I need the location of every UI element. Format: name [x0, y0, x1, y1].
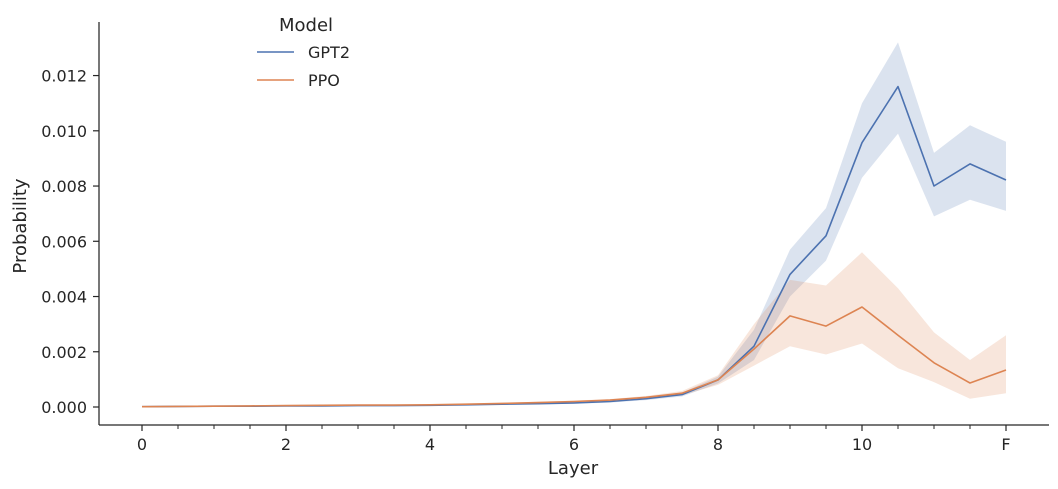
- legend: Model GPT2 PPO: [257, 15, 350, 90]
- x-tick-label: 0: [137, 435, 147, 454]
- ci-band-ppo: [142, 252, 1006, 407]
- y-tick-label: 0.012: [41, 67, 87, 86]
- confidence-bands: [142, 42, 1006, 408]
- y-tick-label: 0.002: [41, 343, 87, 362]
- x-axis-label: Layer: [548, 458, 599, 479]
- y-axis-label: Probability: [10, 178, 31, 273]
- legend-label-ppo: PPO: [308, 71, 340, 90]
- x-tick-label: 2: [281, 435, 291, 454]
- y-tick-label: 0.008: [41, 177, 87, 196]
- legend-item-ppo: PPO: [257, 71, 340, 90]
- y-axis-ticks: 0.000 0.002 0.004 0.006 0.008 0.010 0.012: [41, 67, 99, 417]
- x-tick-label: 10: [852, 435, 872, 454]
- x-tick-label: 4: [425, 435, 435, 454]
- x-tick-label: 8: [713, 435, 723, 454]
- y-tick-label: 0.010: [41, 122, 87, 141]
- x-tick-label: F: [1001, 435, 1010, 454]
- x-axis-ticks: 0 2 4 6 8 10 F: [137, 425, 1011, 454]
- legend-item-gpt2: GPT2: [257, 43, 350, 62]
- legend-title: Model: [279, 15, 333, 36]
- x-tick-label: 6: [569, 435, 579, 454]
- y-tick-label: 0.006: [41, 232, 87, 251]
- series-lines: [141, 85, 1007, 408]
- series-line-ppo: [141, 306, 1007, 408]
- y-tick-label: 0.000: [41, 398, 87, 417]
- ci-band-gpt2: [142, 42, 1006, 408]
- y-tick-label: 0.004: [41, 288, 87, 307]
- legend-label-gpt2: GPT2: [308, 43, 350, 62]
